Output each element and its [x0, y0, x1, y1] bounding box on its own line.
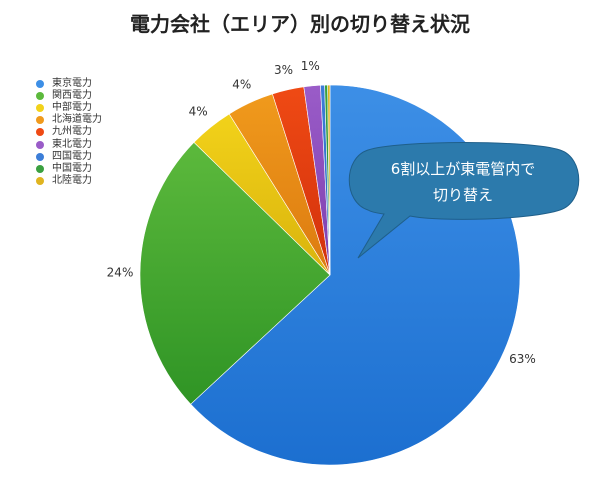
- legend-item: 北陸電力: [36, 175, 102, 187]
- legend-item: 北海道電力: [36, 114, 102, 126]
- legend-item: 中国電力: [36, 163, 102, 175]
- legend-swatch: [36, 116, 44, 125]
- callout-line2: 切り替え: [433, 186, 493, 204]
- legend-swatch: [36, 128, 44, 137]
- legend-label: 中部電力: [52, 102, 92, 114]
- chart-title: 電力会社（エリア）別の切り替え状況: [130, 12, 470, 36]
- pie-slice: [327, 84, 331, 276]
- legend-label: 中国電力: [52, 162, 92, 174]
- legend-label: 北陸電力: [52, 174, 92, 186]
- legend-label: 東京電力: [52, 78, 92, 90]
- legend-swatch: [36, 152, 44, 161]
- legend-swatch: [36, 80, 44, 89]
- legend-item: 関西電力: [36, 90, 102, 102]
- legend-item: 東北電力: [36, 138, 102, 150]
- slice-percent-label: 3%: [274, 63, 293, 77]
- legend-swatch: [36, 176, 44, 185]
- callout-bubble: 6割以上が東電管内で 切り替え: [348, 142, 580, 259]
- legend-item: 九州電力: [36, 126, 102, 138]
- legend-swatch: [36, 92, 44, 101]
- slice-percent-label: 4%: [232, 77, 251, 91]
- legend-item: 中部電力: [36, 102, 102, 114]
- legend-item: 東京電力: [36, 78, 102, 90]
- legend-label: 北海道電力: [52, 114, 102, 126]
- legend-swatch: [36, 140, 44, 149]
- legend-label: 東北電力: [52, 138, 92, 150]
- slice-percent-label: 24%: [107, 265, 134, 279]
- slice-percent-label: 1%: [301, 59, 320, 73]
- legend-swatch: [36, 104, 44, 113]
- slice-percent-label: 4%: [189, 105, 208, 119]
- legend: 東京電力 関西電力 中部電力 北海道電力 九州電力 東北電力 四国電力 中国電力 北陸電力: [36, 78, 102, 187]
- slice-percent-label: 63%: [509, 352, 536, 366]
- legend-item: 四国電力: [36, 151, 102, 163]
- legend-label: 九州電力: [52, 126, 92, 138]
- percent-labels: 63% 24% 4% 4% 3% 1%: [107, 59, 536, 366]
- pie-slices: [139, 84, 521, 466]
- callout-line1: 6割以上が東電管内で: [391, 160, 536, 178]
- legend-label: 四国電力: [52, 150, 92, 162]
- callout-shape: [348, 142, 580, 259]
- pie-slice: [139, 141, 331, 405]
- legend-swatch: [36, 164, 44, 173]
- legend-label: 関西電力: [52, 90, 92, 102]
